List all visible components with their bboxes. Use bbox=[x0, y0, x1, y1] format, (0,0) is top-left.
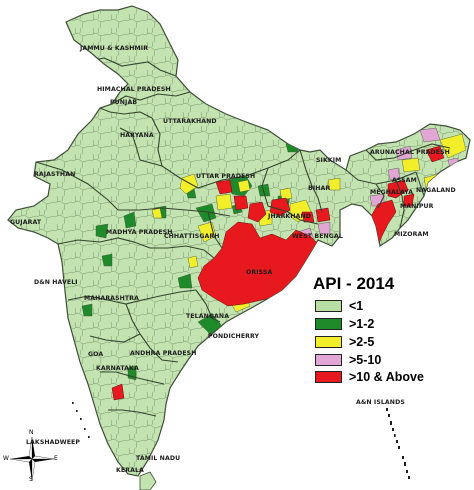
label-west-bengal: WEST BENGAL bbox=[292, 233, 343, 240]
label-kerala: KERALA bbox=[116, 467, 144, 474]
legend-item-10-above: >10 & Above bbox=[315, 369, 424, 384]
label-uttar-pradesh: UTTAR PRADESH bbox=[196, 173, 255, 180]
legend-swatch-10-above bbox=[315, 370, 342, 383]
label-gujarat: GUJARAT bbox=[10, 219, 42, 226]
legend-item-2-5: >2-5 bbox=[315, 334, 374, 349]
state-boundaries bbox=[35, 57, 451, 417]
label-tamil-nadu: TAMIL NADU bbox=[136, 455, 180, 462]
label-haryana: HARYANA bbox=[120, 132, 154, 139]
label-himachal-pradesh: HIMACHAL PRADESH bbox=[97, 86, 171, 93]
label-meghalaya: MEGHALAYA bbox=[370, 189, 413, 196]
legend-label-10-above: >10 & Above bbox=[349, 369, 424, 384]
legend-label-lt1: <1 bbox=[349, 298, 364, 313]
label-uttarakhand: UTTARAKHAND bbox=[163, 118, 217, 125]
label-manipur: MANIPUR bbox=[400, 203, 434, 210]
label-arunachal-pradesh: ARUNACHAL PRADESH bbox=[370, 149, 450, 156]
label-andhra-pradesh: ANDHRA PRADESH bbox=[130, 350, 196, 357]
legend-label-5-10: >5-10 bbox=[349, 352, 382, 367]
legend-title: API - 2014 bbox=[313, 274, 395, 293]
label-an-islands: A&N ISLANDS bbox=[356, 399, 405, 406]
label-assam: ASSAM bbox=[392, 177, 417, 184]
label-mizoram: MIZORAM bbox=[394, 231, 429, 238]
label-sikkim: SIKKIM bbox=[316, 157, 341, 164]
label-goa: GOA bbox=[88, 351, 103, 358]
label-jharkhand: JHARKHAND bbox=[267, 213, 311, 220]
legend-label-2-5: >2-5 bbox=[349, 334, 375, 349]
legend-item-lt1: <1 bbox=[315, 298, 363, 313]
label-punjab: PUNJAB bbox=[110, 99, 137, 106]
andaman-nicobar-islands bbox=[386, 408, 410, 479]
label-dn-haveli: D&N HAVELI bbox=[34, 279, 78, 286]
label-pondicherry: PONDICHERRY bbox=[208, 333, 260, 340]
compass-east-label: E bbox=[54, 455, 58, 462]
label-maharashtra: MAHARASHTRA bbox=[84, 295, 139, 302]
label-orissa: ORISSA bbox=[246, 269, 272, 276]
lakshadweep-islands bbox=[72, 402, 90, 438]
label-telangana: TELANGANA bbox=[186, 313, 229, 320]
label-karnataka: KARNATAKA bbox=[96, 365, 139, 372]
legend-swatch-1-2 bbox=[315, 317, 342, 330]
legend-swatch-5-10 bbox=[315, 353, 342, 366]
compass-south-label: S bbox=[29, 476, 33, 483]
label-madhya-pradesh: MADHYA PRADESH bbox=[106, 229, 173, 236]
legend-item-5-10: >5-10 bbox=[315, 352, 381, 367]
region-labels: JAMMU & KASHMIR HIMACHAL PRADESH PUNJAB … bbox=[10, 45, 456, 474]
label-lakshadweep: LAKSHADWEEP bbox=[26, 439, 80, 446]
label-rajasthan: RAJASTHAN bbox=[34, 171, 75, 178]
sri-lanka-outline bbox=[139, 471, 157, 490]
legend-swatch-lt1 bbox=[315, 299, 342, 312]
legend-label-1-2: >1-2 bbox=[349, 316, 375, 331]
compass-north-label: N bbox=[29, 429, 34, 436]
label-nagaland: NAGALAND bbox=[416, 187, 456, 194]
compass-west-label: W bbox=[3, 455, 9, 462]
legend-item-1-2: >1-2 bbox=[315, 316, 374, 331]
legend-swatch-2-5 bbox=[315, 335, 342, 348]
label-bihar: BIHAR bbox=[308, 185, 330, 192]
label-jammu-kashmir: JAMMU & KASHMIR bbox=[79, 45, 148, 52]
compass-rose bbox=[9, 436, 55, 482]
label-chhattisgarh: CHHATTISGARH bbox=[164, 233, 220, 240]
